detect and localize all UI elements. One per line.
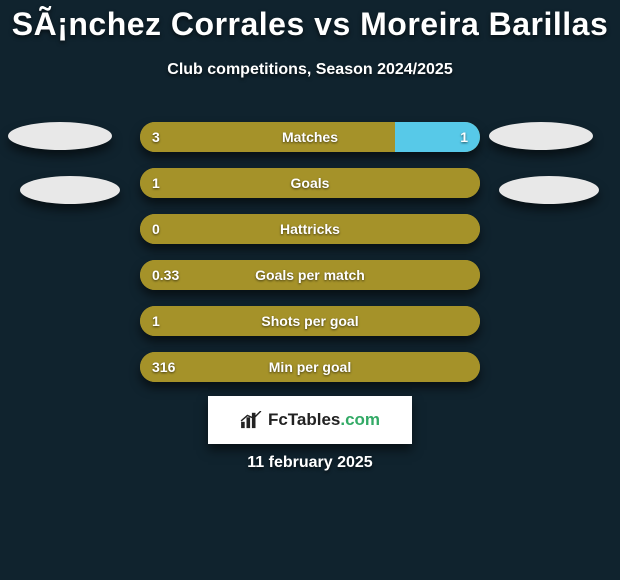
- logo-text-accent: .com: [340, 410, 380, 429]
- stat-segment-left: [140, 260, 480, 290]
- bar-chart-icon: [240, 411, 262, 429]
- logo-text: FcTables.com: [268, 410, 380, 430]
- fctables-logo: FcTables.com: [208, 396, 412, 444]
- stat-segment-left: [140, 214, 480, 244]
- stat-segment-left: [140, 122, 395, 152]
- stat-row: Shots per goal1: [140, 306, 480, 336]
- stat-row: Goals per match0.33: [140, 260, 480, 290]
- page-subtitle: Club competitions, Season 2024/2025: [0, 61, 620, 79]
- stat-segment-left: [140, 168, 480, 198]
- page-title: SÃ¡nchez Corrales vs Moreira Barillas: [0, 0, 620, 43]
- decorative-oval: [489, 122, 593, 150]
- comparison-chart: Matches31 Goals1 Hattricks0 Goals per match…: [140, 122, 480, 398]
- logo-text-main: FcTables: [268, 410, 340, 429]
- stat-segment-right: [395, 122, 480, 152]
- stat-segment-left: [140, 306, 480, 336]
- decorative-oval: [499, 176, 599, 204]
- stat-row: Matches31: [140, 122, 480, 152]
- stat-row: Min per goal316: [140, 352, 480, 382]
- stat-row: Goals1: [140, 168, 480, 198]
- date-label: 11 february 2025: [0, 454, 620, 472]
- stat-row: Hattricks0: [140, 214, 480, 244]
- decorative-oval: [8, 122, 112, 150]
- stat-segment-left: [140, 352, 480, 382]
- decorative-oval: [20, 176, 120, 204]
